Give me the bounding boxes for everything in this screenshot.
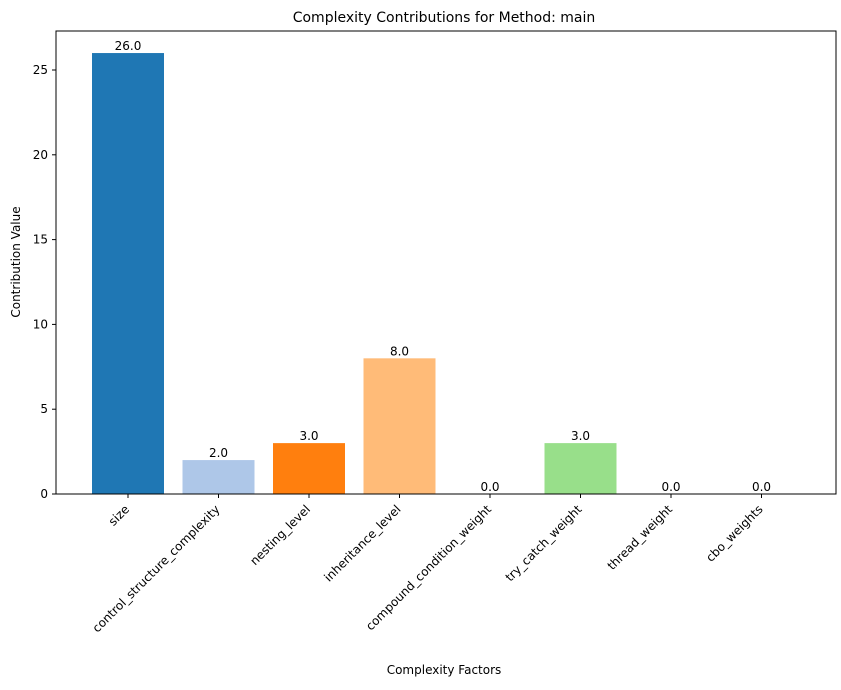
data-label: 26.0 bbox=[115, 39, 142, 53]
bar-inheritance-level bbox=[363, 358, 436, 494]
x-tick-label: inheritance_level bbox=[321, 502, 403, 584]
data-label: 2.0 bbox=[209, 446, 228, 460]
data-label: 3.0 bbox=[571, 429, 590, 443]
bar-size bbox=[92, 53, 164, 495]
x-tick-label: cbo_weights bbox=[703, 502, 765, 564]
y-axis-label: Contribution Value bbox=[9, 206, 23, 317]
y-tick-label: 0 bbox=[40, 487, 48, 501]
y-tick-label: 5 bbox=[40, 402, 48, 416]
plot-frame bbox=[55, 30, 837, 495]
bar-control-structure-complexity bbox=[182, 460, 255, 494]
x-tick-label: thread_weight bbox=[605, 502, 676, 573]
data-label: 0.0 bbox=[661, 480, 680, 494]
x-tick-label: size bbox=[106, 502, 132, 528]
y-tick-label: 15 bbox=[33, 233, 48, 247]
data-label: 0.0 bbox=[752, 480, 771, 494]
y-tick-label: 25 bbox=[33, 63, 48, 77]
x-tick-label: nesting_level bbox=[247, 502, 313, 568]
bar-try-catch-weight bbox=[544, 443, 617, 494]
chart-title: Complexity Contributions for Method: mai… bbox=[293, 10, 596, 26]
y-tick-label: 10 bbox=[33, 317, 48, 331]
y-tick-label: 20 bbox=[33, 148, 48, 162]
data-label: 0.0 bbox=[480, 480, 499, 494]
data-label: 3.0 bbox=[299, 429, 318, 443]
x-tick-label: try_catch_weight bbox=[503, 502, 585, 584]
x-axis-label: Complexity Factors bbox=[387, 663, 502, 677]
data-label: 8.0 bbox=[390, 344, 409, 358]
bar-nesting-level bbox=[273, 443, 345, 494]
